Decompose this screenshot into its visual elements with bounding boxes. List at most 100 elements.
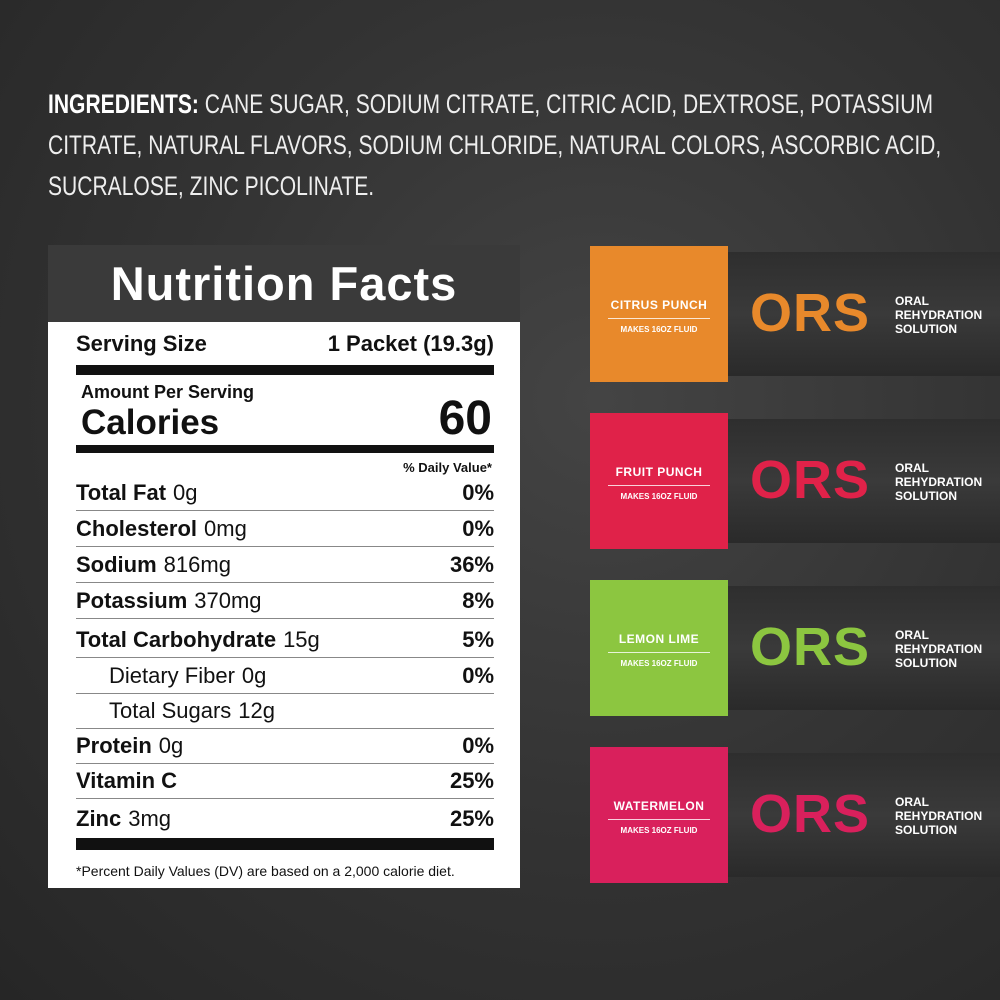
nutrient: Total Sugars 12g (76, 698, 275, 724)
nutrient: Vitamin C (76, 768, 177, 794)
packet-description: ORAL REHYDRATION SOLUTION (895, 294, 982, 336)
packet-sleeve: ORS ORAL REHYDRATION SOLUTION (728, 753, 1000, 877)
packet-line: SOLUTION (895, 656, 957, 670)
thin-rule (76, 693, 494, 694)
packet-line: REHYDRATION (895, 642, 983, 656)
nutrient-amount: 0mg (204, 515, 247, 541)
packet-line: SOLUTION (895, 489, 957, 503)
nutrient-name: Total Carbohydrate (76, 626, 277, 652)
thin-rule (76, 582, 494, 583)
footnote: *Percent Daily Values (DV) are based on … (76, 863, 455, 879)
nutrient-row: Total Sugars 12g (76, 693, 494, 728)
packet-divider (608, 485, 710, 486)
nutrient-name: Zinc (76, 805, 122, 831)
packet-line: SOLUTION (895, 322, 957, 336)
nutrition-title: Nutrition Facts (48, 245, 520, 322)
thin-rule (76, 798, 494, 799)
nutrient-dv: 5% (462, 626, 494, 652)
thick-rule (76, 365, 494, 375)
serving-size-value: 1 Packet (19.3g) (327, 330, 494, 356)
calories-value: 60 (438, 392, 492, 445)
packet-tab: CITRUS PUNCH MAKES 16OZ FLUID (590, 246, 728, 382)
nutrient-dv: 0% (462, 732, 494, 758)
thin-rule (76, 618, 494, 619)
nutrient-name: Cholesterol (76, 515, 198, 541)
nutrient-name: Vitamin C (76, 767, 178, 793)
nutrient-row: Potassium 370mg 8% (76, 583, 494, 618)
thick-rule (76, 838, 494, 850)
nutrient-amount: 0g (241, 662, 267, 688)
nutrient-amount: 370mg (194, 587, 262, 613)
nutrient-name: Potassium (76, 587, 188, 613)
nutrient: Total Carbohydrate 15g (76, 627, 320, 653)
serving-size: Serving Size 1 Packet (19.3g) (76, 326, 494, 361)
nutrient-name: Total Fat (76, 479, 167, 505)
packet-description: ORAL REHYDRATION SOLUTION (895, 795, 982, 837)
packet-brand: ORS (750, 450, 871, 510)
nutrient: Dietary Fiber 0g (76, 663, 266, 689)
nutrient-amount: 3mg (128, 805, 172, 831)
nutrient-row: Sodium 816mg 36% (76, 547, 494, 582)
nutrient-row: Vitamin C 25% (76, 763, 494, 798)
nutrient-row: Total Fat 0g 0% (76, 475, 494, 510)
packet-line: ORAL (895, 294, 929, 308)
packet-divider (608, 652, 710, 653)
packet-divider (608, 819, 710, 820)
packet-tab: WATERMELON MAKES 16OZ FLUID (590, 747, 728, 883)
nutrient: Total Fat 0g (76, 480, 198, 506)
nutrient-amount: 15g (283, 626, 320, 652)
ingredients: INGREDIENTS: CANE SUGAR, SODIUM CITRATE,… (48, 84, 945, 207)
ingredients-text: CANE SUGAR, SODIUM CITRATE, CITRIC ACID,… (48, 89, 942, 201)
packet-line: REHYDRATION (895, 475, 983, 489)
packet-makes: MAKES 16OZ FLUID (620, 325, 698, 334)
packet: ORS ORAL REHYDRATION SOLUTION FRUIT PUNCH MAK… (590, 413, 1000, 549)
nutrient-row: Total Carbohydrate 15g 5% (76, 622, 494, 657)
packet-sleeve: ORS ORAL REHYDRATION SOLUTION (728, 586, 1000, 710)
nutrient-row: Dietary Fiber 0g 0% (76, 658, 494, 693)
thin-rule (76, 763, 494, 764)
packet: ORS ORAL REHYDRATION SOLUTION CITRUS PUNCH MA… (590, 246, 1000, 382)
packet-brand: ORS (750, 617, 871, 677)
nutrient-dv: 8% (462, 587, 494, 613)
amount-per-serving: Amount Per Serving (81, 382, 255, 402)
thin-rule (76, 657, 494, 658)
packet-sleeve: ORS ORAL REHYDRATION SOLUTION (728, 252, 1000, 376)
daily-value-header: % Daily Value* (403, 460, 492, 475)
serving-size-label: Serving Size (76, 330, 207, 356)
thin-rule (76, 510, 494, 511)
nutrient-row: Zinc 3mg 25% (76, 801, 494, 836)
packet-brand: ORS (750, 283, 871, 343)
thick-rule (76, 445, 494, 453)
nutrient: Potassium 370mg (76, 588, 262, 614)
nutrient: Sodium 816mg (76, 552, 231, 578)
nutrient-amount: 0g (158, 732, 184, 758)
nutrient-name: Dietary Fiber (109, 662, 235, 688)
packet-makes: MAKES 16OZ FLUID (620, 826, 698, 835)
nutrient: Protein 0g (76, 733, 183, 759)
packet-brand: ORS (750, 784, 871, 844)
packet-flavor: FRUIT PUNCH (615, 465, 703, 479)
packet-divider (608, 318, 710, 319)
nutrient-row: Cholesterol 0mg 0% (76, 511, 494, 546)
nutrient-dv: 25% (449, 805, 494, 831)
packet-flavor: LEMON LIME (618, 632, 700, 646)
nutrient-amount: 816mg (163, 551, 231, 577)
packet-tab: LEMON LIME MAKES 16OZ FLUID (590, 580, 728, 716)
nutrient-dv: 0% (462, 662, 494, 688)
nutrient-row: Protein 0g 0% (76, 728, 494, 763)
nutrient-name: Protein (76, 732, 152, 758)
nutrient-dv: 0% (462, 515, 494, 541)
packet-flavor: CITRUS PUNCH (610, 298, 708, 312)
nutrient-dv: 36% (449, 551, 494, 577)
calories-label: Calories (81, 403, 220, 442)
packet: ORS ORAL REHYDRATION SOLUTION LEMON LIME MAKE… (590, 580, 1000, 716)
thin-rule (76, 546, 494, 547)
nutrient-dv: 25% (449, 767, 494, 793)
nutrient-dv: 0% (462, 479, 494, 505)
packet-line: ORAL (895, 628, 929, 642)
packet-tab: FRUIT PUNCH MAKES 16OZ FLUID (590, 413, 728, 549)
packet-flavor: WATERMELON (613, 799, 705, 813)
nutrient-amount: 12g (238, 697, 276, 723)
nutrient-name: Total Sugars (109, 697, 232, 723)
packet-description: ORAL REHYDRATION SOLUTION (895, 461, 982, 503)
